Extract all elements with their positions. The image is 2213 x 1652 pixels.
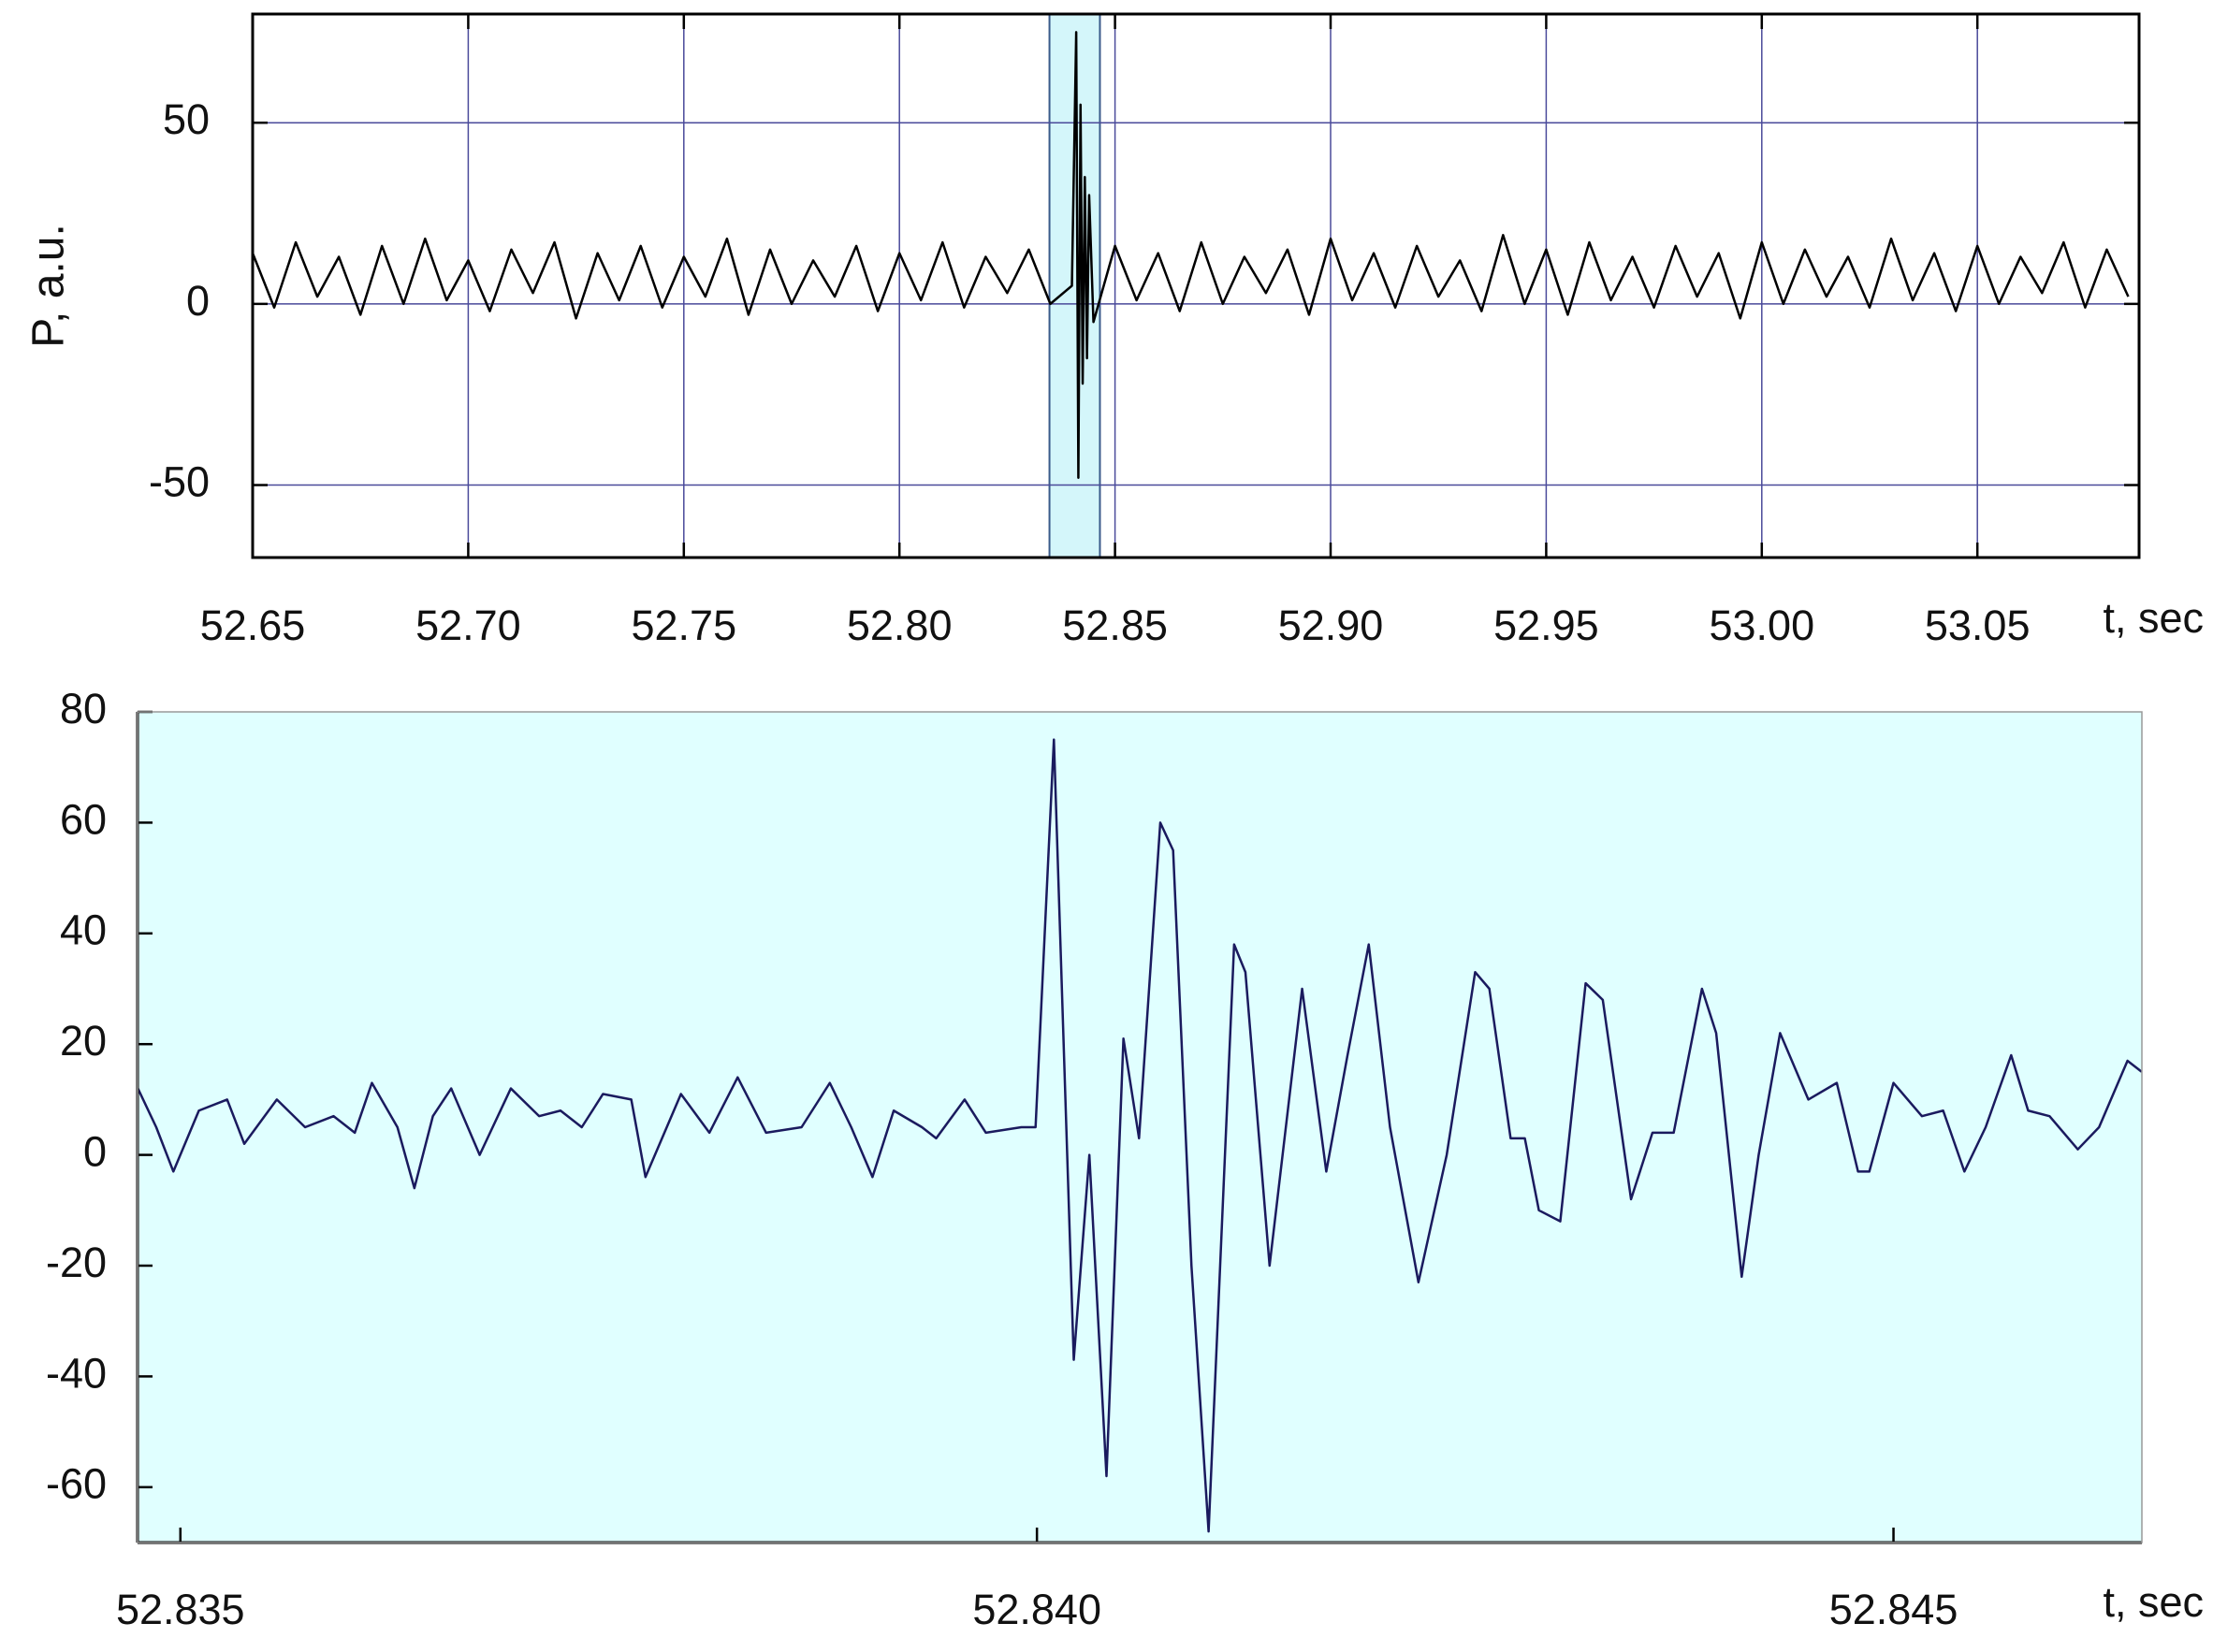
x-tick-label: 52.70 <box>415 601 521 649</box>
x-tick-label: 52.85 <box>1062 601 1168 649</box>
y-tick-label: 60 <box>60 795 107 843</box>
x-tick-label: 52.80 <box>847 601 953 649</box>
y-axis-label: P, a.u. <box>24 224 74 348</box>
y-tick-label: 0 <box>83 1127 107 1175</box>
y-tick-label: -40 <box>46 1349 107 1397</box>
y-tick-label: 20 <box>60 1017 107 1065</box>
data-line <box>137 738 2143 1533</box>
x-tick-label: 52.75 <box>631 601 736 649</box>
data-line <box>251 31 2130 480</box>
y-tick-label: 0 <box>186 277 210 325</box>
x-tick-label: 52.90 <box>1278 601 1384 649</box>
plot-border <box>137 711 2143 1543</box>
plot-frame <box>251 12 2141 559</box>
x-tick-label: 52.835 <box>116 1586 245 1633</box>
x-axis-label: t, sec <box>2103 594 2204 642</box>
x-tick-label: 52.65 <box>200 601 306 649</box>
x-tick-label: 52.840 <box>972 1586 1101 1633</box>
x-axis-label: t, sec <box>2103 1578 2204 1626</box>
x-tick-label: 53.05 <box>1925 601 2031 649</box>
y-tick-label: 40 <box>60 906 107 954</box>
x-tick-label: 53.00 <box>1709 601 1814 649</box>
x-tick-label: 52.845 <box>1829 1586 1958 1633</box>
y-tick-label: -50 <box>149 457 210 505</box>
y-tick-label: 80 <box>60 685 107 732</box>
y-tick-label: -60 <box>46 1460 107 1508</box>
y-tick-label: 50 <box>163 95 210 143</box>
x-tick-label: 52.95 <box>1493 601 1599 649</box>
y-tick-label: -20 <box>46 1239 107 1286</box>
